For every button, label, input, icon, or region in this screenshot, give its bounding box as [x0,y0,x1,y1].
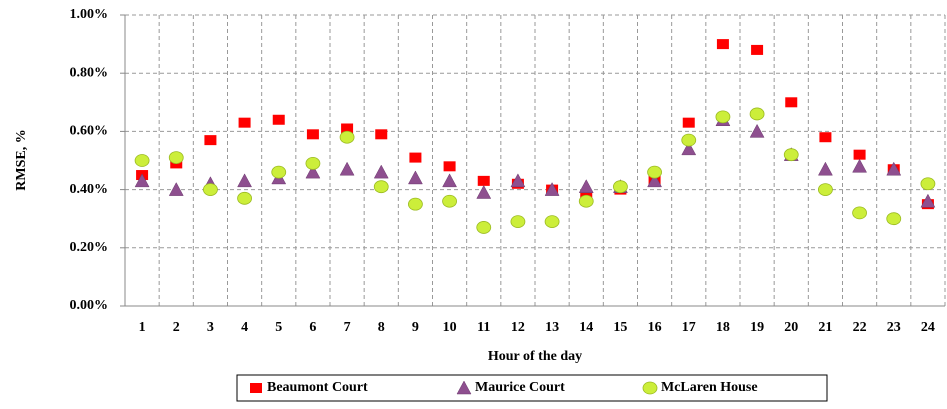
marker-triangle [456,380,472,395]
x-tick-label: 18 [716,320,730,335]
x-tick-label: 24 [921,320,935,335]
marker-square [819,132,832,143]
marker-square [409,152,422,163]
marker-circle [578,194,594,208]
y-tick-label: 0.20% [70,240,109,255]
x-tick-label: 15 [613,320,627,335]
legend-label: Beaumont Court [267,380,368,395]
marker-square [682,117,695,128]
marker-triangle [749,123,765,138]
x-tick-label: 22 [853,320,867,335]
y-tick-label: 1.00% [70,7,109,22]
x-tick-label: 17 [682,320,696,335]
marker-square [751,44,764,55]
marker-circle [818,183,833,197]
marker-triangle [544,182,560,196]
x-tick-label: 13 [545,320,559,335]
marker-triangle [168,182,184,196]
legend-label: Maurice Court [475,380,565,395]
marker-circle [271,165,287,179]
marker-circle [408,197,423,211]
legend-label: McLaren House [661,380,758,395]
marker-triangle [578,179,594,193]
marker-triangle [647,173,663,188]
marker-circle [305,157,321,170]
marker-square [272,114,285,125]
marker-circle [642,381,658,395]
x-tick-label: 10 [443,320,457,335]
x-axis-title: Hour of the day [488,349,582,364]
x-tick-label: 2 [173,320,180,335]
x-tick-label: 8 [378,320,385,335]
marker-circle [168,151,184,164]
marker-square [375,129,388,140]
marker-triangle [681,141,697,156]
x-tick-label: 6 [309,320,316,335]
marker-triangle [237,173,253,188]
marker-triangle [305,164,321,179]
marker-circle [749,107,765,121]
x-tick-label: 19 [750,320,764,335]
marker-square [250,383,262,393]
marker-circle [613,180,628,194]
marker-circle [203,183,218,197]
x-tick-label: 23 [887,320,901,335]
marker-circle [852,206,867,220]
marker-circle [476,221,492,234]
marker-square [341,123,354,134]
marker-circle [681,133,697,147]
x-tick-label: 7 [344,320,351,335]
marker-triangle [407,170,423,185]
marker-circle [920,177,936,191]
y-tick-label: 0.80% [70,65,109,80]
marker-circle [510,215,526,229]
marker-circle [886,212,902,226]
marker-square [238,117,251,128]
marker-triangle [920,193,936,208]
marker-triangle [339,161,355,176]
marker-circle [373,180,389,194]
marker-circle [237,191,252,205]
marker-square [443,161,456,172]
marker-triangle [373,164,389,179]
marker-square [853,149,866,160]
y-tick-label: 0.00% [70,298,109,313]
marker-circle [783,148,799,162]
marker-circle [647,165,662,179]
marker-square [306,129,319,140]
x-tick-label: 14 [579,320,593,335]
marker-triangle [886,161,902,176]
x-tick-label: 16 [648,320,662,335]
marker-triangle [817,161,833,176]
y-axis-title: RMSE, % [14,129,29,190]
x-tick-label: 3 [207,320,214,335]
x-tick-label: 21 [818,320,832,335]
x-tick-label: 1 [139,320,146,335]
marker-square [785,97,798,108]
marker-circle [442,194,457,208]
marker-triangle [852,158,868,173]
y-tick-label: 0.40% [70,182,109,197]
marker-triangle [442,173,458,188]
x-tick-label: 5 [275,320,282,335]
marker-circle [339,130,355,144]
marker-triangle [510,173,526,188]
marker-square [477,175,490,186]
x-tick-label: 4 [241,320,248,335]
marker-triangle [134,173,150,188]
marker-triangle [476,184,492,199]
legend-box [236,374,828,402]
y-tick-label: 0.60% [70,124,109,139]
x-tick-label: 11 [477,320,490,335]
x-tick-label: 20 [784,320,798,335]
marker-circle [544,215,560,229]
x-tick-label: 12 [511,320,525,335]
marker-square [204,135,217,146]
marker-circle [715,110,731,124]
marker-square [716,39,729,50]
x-tick-label: 9 [412,320,419,335]
marker-circle [134,154,150,167]
